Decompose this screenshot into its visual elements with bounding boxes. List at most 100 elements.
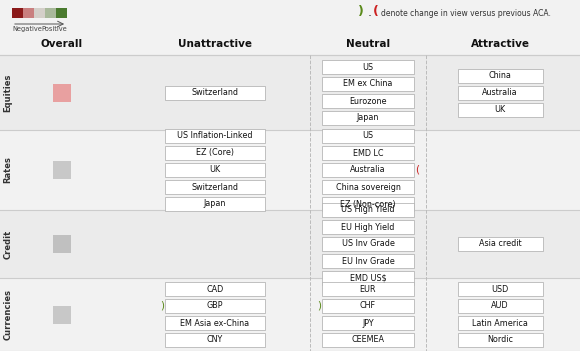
- Text: EU Inv Grade: EU Inv Grade: [342, 257, 394, 265]
- Text: Overall: Overall: [41, 39, 83, 49]
- Text: China sovereign: China sovereign: [336, 183, 400, 192]
- Text: CHF: CHF: [360, 302, 376, 311]
- Bar: [53, 161, 71, 179]
- Text: Switzerland: Switzerland: [191, 88, 238, 97]
- Bar: [165, 146, 265, 160]
- Text: Neutral: Neutral: [346, 39, 390, 49]
- Text: EMD LC: EMD LC: [353, 148, 383, 158]
- Bar: [458, 316, 542, 330]
- Text: ): ): [317, 301, 321, 311]
- Bar: [45, 8, 56, 18]
- Bar: [322, 129, 414, 143]
- Bar: [0, 0, 580, 55]
- Bar: [23, 8, 34, 18]
- Bar: [322, 333, 414, 347]
- Bar: [322, 254, 414, 268]
- Text: .: .: [368, 6, 372, 19]
- Bar: [165, 197, 265, 211]
- Text: Latin America: Latin America: [472, 318, 528, 327]
- Bar: [322, 111, 414, 125]
- Bar: [458, 237, 542, 251]
- Text: UK: UK: [494, 105, 506, 114]
- Bar: [0, 130, 580, 210]
- Text: EZ (Core): EZ (Core): [196, 148, 234, 158]
- Text: Negative: Negative: [12, 26, 42, 32]
- Bar: [458, 102, 542, 117]
- Bar: [0, 278, 580, 351]
- Text: EMD US$: EMD US$: [350, 273, 386, 283]
- Bar: [165, 299, 265, 313]
- Text: EUR: EUR: [360, 285, 376, 293]
- Text: Equities: Equities: [3, 73, 13, 112]
- Bar: [165, 333, 265, 347]
- Bar: [322, 220, 414, 234]
- Text: Nordic: Nordic: [487, 336, 513, 344]
- Bar: [0, 55, 580, 130]
- Text: China: China: [488, 71, 512, 80]
- Text: CNY: CNY: [207, 336, 223, 344]
- Bar: [458, 282, 542, 296]
- Bar: [56, 8, 67, 18]
- Text: CAD: CAD: [206, 285, 224, 293]
- Text: (: (: [373, 6, 379, 19]
- Text: Asia credit: Asia credit: [478, 239, 521, 249]
- Text: Attractive: Attractive: [470, 39, 530, 49]
- Text: Australia: Australia: [350, 166, 386, 174]
- Text: EM Asia ex-China: EM Asia ex-China: [180, 318, 249, 327]
- Bar: [458, 86, 542, 99]
- Text: EZ (Non-core): EZ (Non-core): [340, 199, 396, 208]
- Text: denote change in view versus previous ACA.: denote change in view versus previous AC…: [381, 8, 551, 18]
- Bar: [322, 163, 414, 177]
- Text: US Inv Grade: US Inv Grade: [342, 239, 394, 249]
- Text: Credit: Credit: [3, 229, 13, 259]
- Text: GBP: GBP: [206, 302, 223, 311]
- Bar: [322, 146, 414, 160]
- Bar: [165, 86, 265, 99]
- Text: (: (: [415, 165, 419, 175]
- Text: ): ): [358, 6, 364, 19]
- Bar: [322, 203, 414, 217]
- Text: US: US: [362, 62, 374, 72]
- Text: Japan: Japan: [357, 113, 379, 122]
- Text: Unattractive: Unattractive: [178, 39, 252, 49]
- Text: Positive: Positive: [41, 26, 67, 32]
- Text: Currencies: Currencies: [3, 289, 13, 340]
- Bar: [458, 333, 542, 347]
- Bar: [165, 282, 265, 296]
- Bar: [322, 197, 414, 211]
- Bar: [165, 163, 265, 177]
- Text: ): ): [160, 301, 164, 311]
- Bar: [53, 84, 71, 101]
- Bar: [165, 129, 265, 143]
- Bar: [34, 8, 45, 18]
- Bar: [322, 271, 414, 285]
- Text: USD: USD: [491, 285, 509, 293]
- Bar: [322, 237, 414, 251]
- Text: US Inflation-Linked: US Inflation-Linked: [177, 132, 253, 140]
- Text: Rates: Rates: [3, 157, 13, 184]
- Text: AUD: AUD: [491, 302, 509, 311]
- Text: US High Yield: US High Yield: [341, 205, 395, 214]
- Text: JPY: JPY: [362, 318, 374, 327]
- Text: US: US: [362, 132, 374, 140]
- Text: Australia: Australia: [482, 88, 518, 97]
- Bar: [322, 282, 414, 296]
- Bar: [0, 210, 580, 278]
- Bar: [458, 299, 542, 313]
- Bar: [322, 94, 414, 108]
- Bar: [322, 60, 414, 74]
- Bar: [322, 299, 414, 313]
- Bar: [322, 316, 414, 330]
- Text: EM ex China: EM ex China: [343, 79, 393, 88]
- Text: Switzerland: Switzerland: [191, 183, 238, 192]
- Text: CEEMEA: CEEMEA: [351, 336, 385, 344]
- Text: UK: UK: [209, 166, 220, 174]
- Text: Eurozone: Eurozone: [349, 97, 387, 106]
- Bar: [165, 180, 265, 194]
- Bar: [12, 8, 23, 18]
- Bar: [322, 180, 414, 194]
- Bar: [165, 316, 265, 330]
- Bar: [322, 77, 414, 91]
- Text: EU High Yield: EU High Yield: [341, 223, 394, 232]
- Bar: [53, 235, 71, 253]
